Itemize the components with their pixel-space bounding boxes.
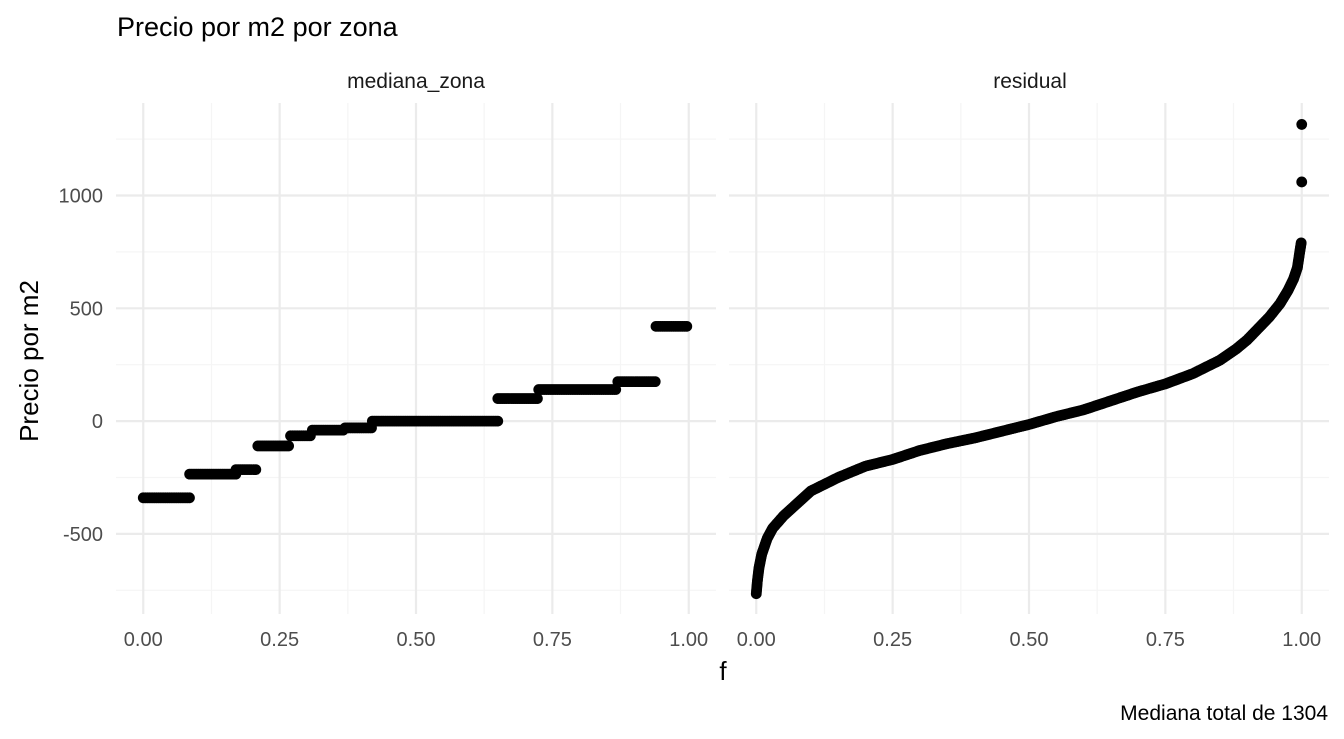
grid-layer — [116, 103, 1329, 614]
data-point — [283, 440, 295, 452]
y-tick-label: 1000 — [59, 185, 104, 207]
facet-label-residual: residual — [993, 70, 1067, 93]
data-point — [649, 376, 661, 388]
chart-title: Precio por m2 por zona — [117, 12, 399, 42]
data-point — [250, 464, 262, 476]
x-tick-label: 0.25 — [260, 629, 299, 651]
x-tick-label: 0.25 — [873, 629, 912, 651]
tick-labels: 0.00 0.25 0.50 0.75 1.00 0.00 0.25 0.50 0.75 1.00… — [59, 185, 1322, 651]
facet-label-mediana-zona: mediana_zona — [347, 70, 485, 93]
data-point — [532, 393, 543, 404]
data-point — [492, 415, 504, 427]
y-axis-title: Precio por m2 — [14, 280, 44, 442]
chart-caption: Mediana total de 1304 — [1120, 702, 1328, 725]
data-points — [137, 119, 1308, 600]
data-point — [1296, 119, 1308, 130]
x-axis-title: f — [719, 656, 727, 686]
data-point — [1295, 237, 1307, 249]
y-tick-label: 500 — [70, 298, 103, 320]
x-tick-label: 0.75 — [1146, 629, 1185, 651]
y-tick-label: 0 — [92, 411, 103, 433]
x-tick-label: 0.50 — [397, 629, 436, 651]
x-tick-label: 0.75 — [533, 629, 572, 651]
x-tick-label: 1.00 — [1282, 629, 1321, 651]
y-tick-label: -500 — [63, 524, 103, 546]
data-point — [1296, 176, 1308, 188]
x-tick-label: 0.00 — [737, 629, 776, 651]
x-tick-label: 0.50 — [1010, 629, 1049, 651]
x-tick-label: 1.00 — [669, 629, 708, 651]
data-point — [681, 320, 693, 332]
x-tick-label: 0.00 — [124, 629, 163, 651]
data-point — [184, 492, 195, 504]
